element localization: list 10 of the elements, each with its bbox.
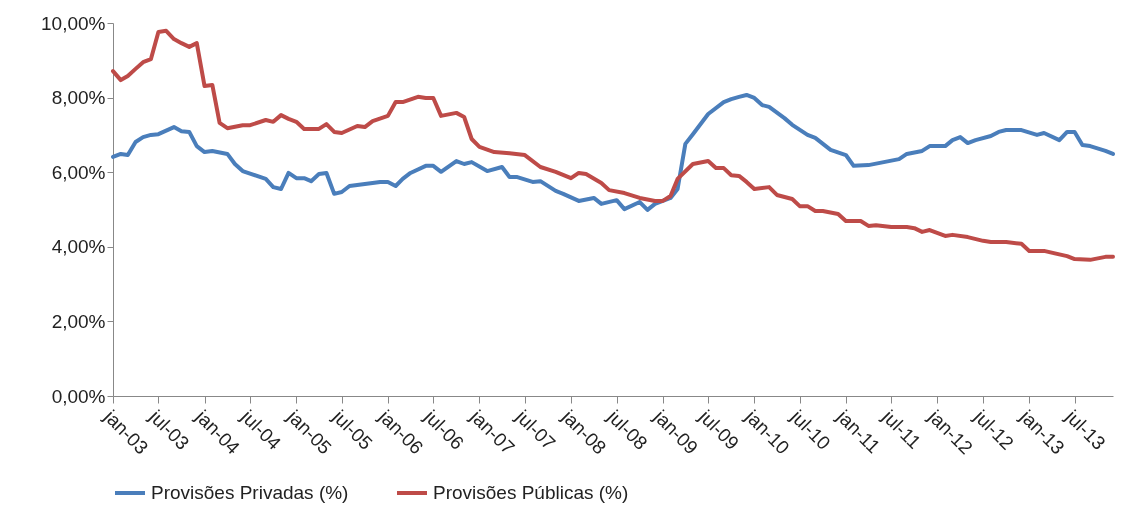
line-series [111,92,1115,212]
y-tick-label: 6,00% [51,161,106,183]
y-tick-label: 10,00% [41,12,106,34]
y-tick-label: 0,00% [51,385,106,407]
legend-label: Provisões Públicas (%) [433,482,629,503]
y-tick-label: 2,00% [51,310,106,332]
y-tick-label: 4,00% [51,236,106,258]
y-tick-label: 8,00% [51,87,106,109]
legend-label: Provisões Privadas (%) [151,482,349,503]
line-series [111,28,1115,262]
